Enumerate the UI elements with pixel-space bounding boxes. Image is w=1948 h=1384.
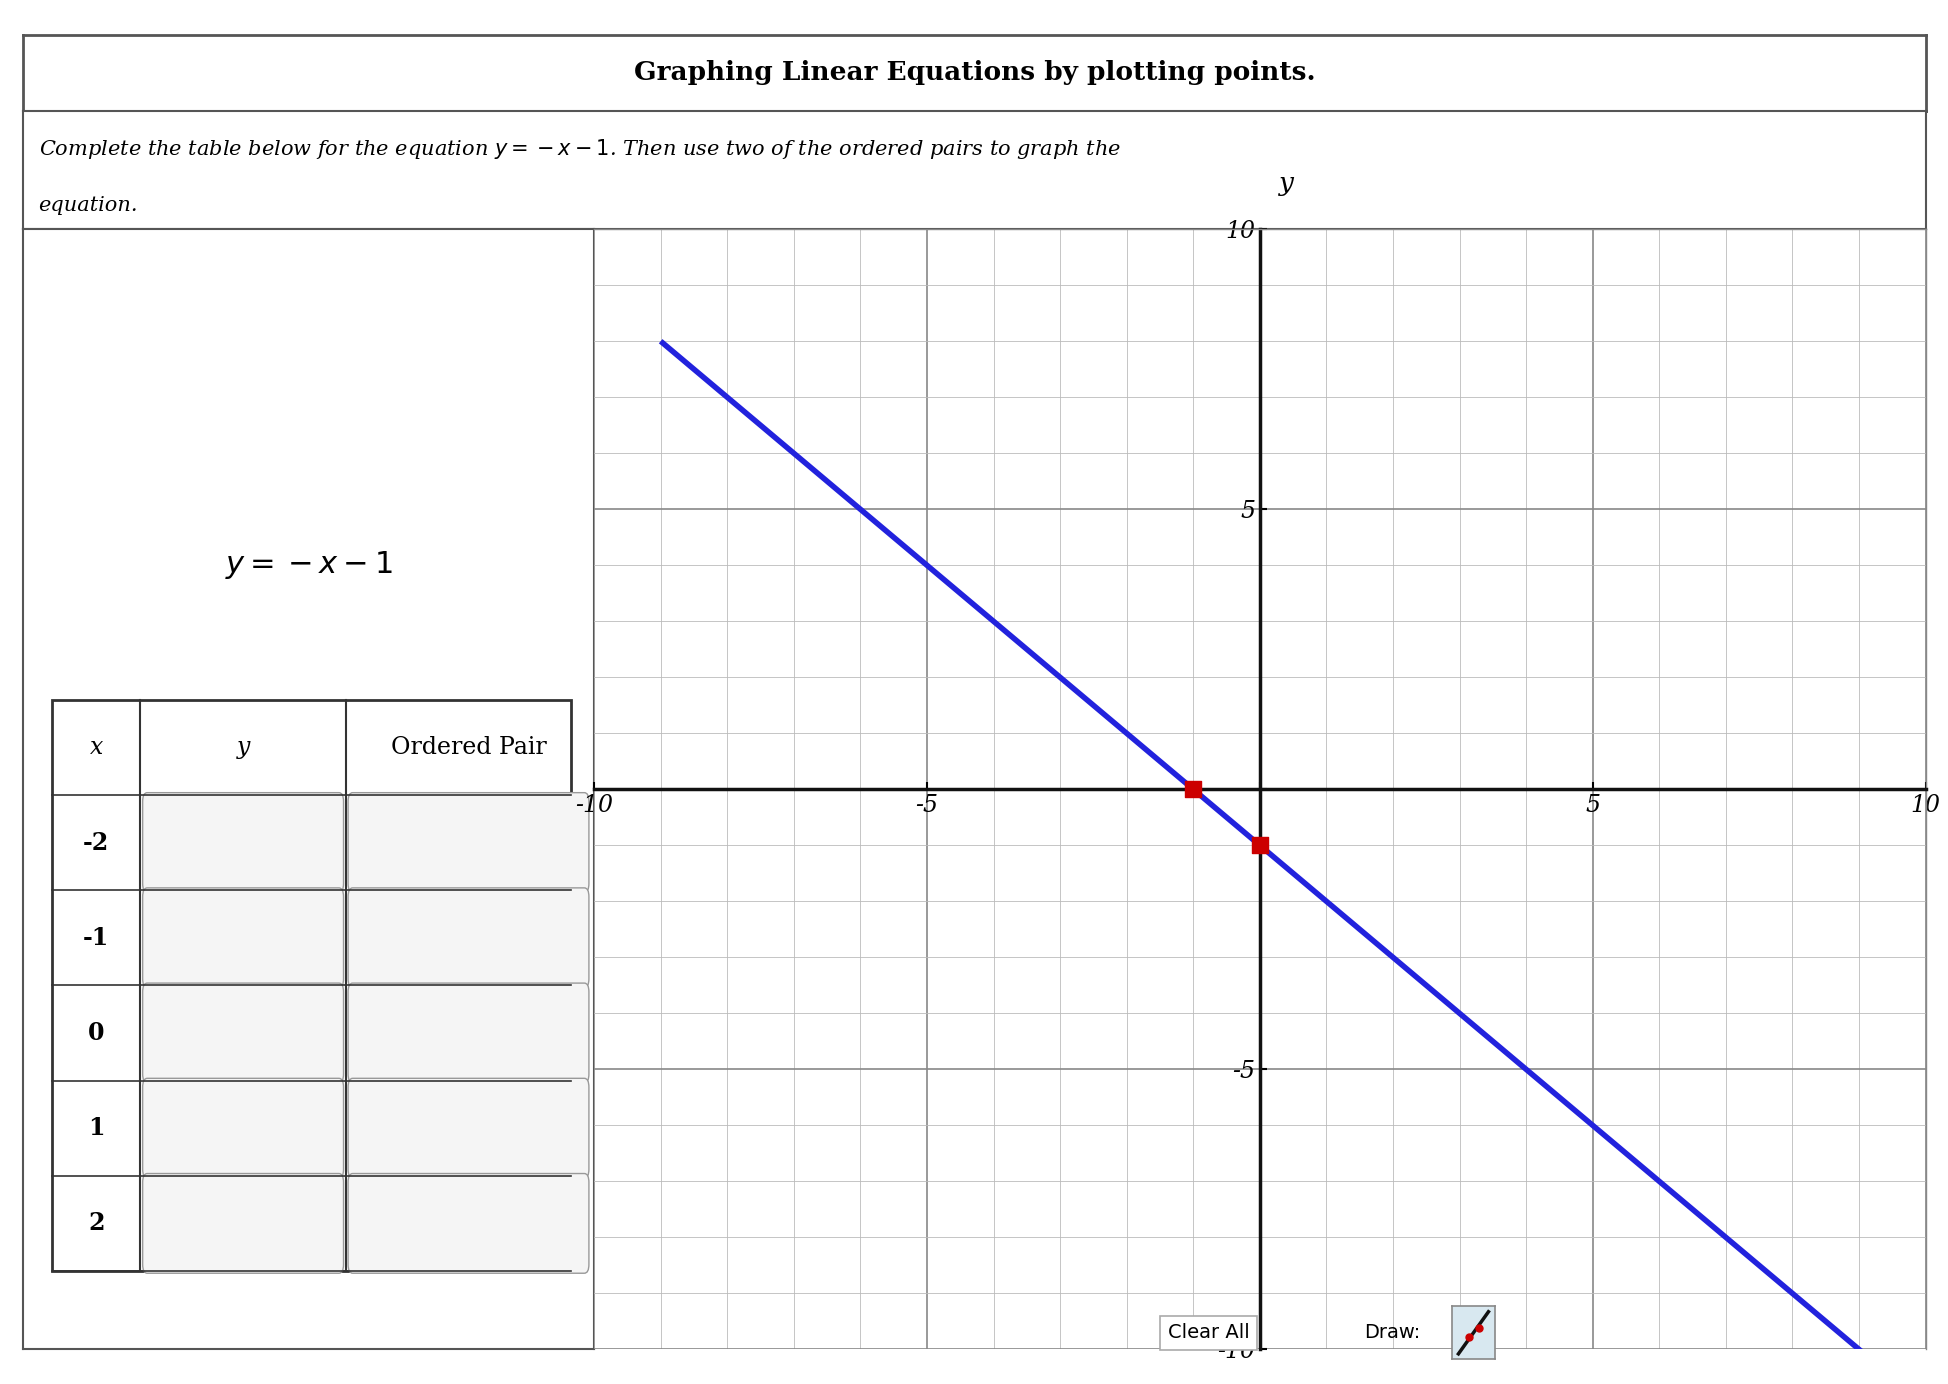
Point <box>1453 1326 1484 1348</box>
Text: y: y <box>236 736 249 758</box>
Text: x: x <box>90 736 103 758</box>
Text: 2: 2 <box>88 1211 105 1236</box>
Point <box>1177 778 1208 800</box>
Point <box>1463 1316 1494 1338</box>
FancyBboxPatch shape <box>349 793 588 893</box>
Text: 1: 1 <box>88 1116 105 1140</box>
FancyBboxPatch shape <box>142 1078 343 1178</box>
Text: Clear All: Clear All <box>1167 1323 1249 1342</box>
Text: 0: 0 <box>88 1021 105 1045</box>
Text: -2: -2 <box>84 830 109 854</box>
FancyBboxPatch shape <box>349 1078 588 1178</box>
Text: y: y <box>1278 170 1293 195</box>
FancyBboxPatch shape <box>349 889 588 988</box>
Text: Complete the table below for the equation $y = -x - 1$. Then use two of the orde: Complete the table below for the equatio… <box>39 137 1120 161</box>
Point <box>1243 835 1274 857</box>
Text: Draw:: Draw: <box>1364 1323 1420 1342</box>
FancyBboxPatch shape <box>142 1174 343 1273</box>
Text: -1: -1 <box>84 926 109 949</box>
Text: $y = -x - 1$: $y = -x - 1$ <box>224 549 392 581</box>
FancyBboxPatch shape <box>142 983 343 1082</box>
FancyBboxPatch shape <box>142 889 343 988</box>
Text: Graphing Linear Equations by plotting points.: Graphing Linear Equations by plotting po… <box>633 61 1315 86</box>
FancyBboxPatch shape <box>349 1174 588 1273</box>
FancyBboxPatch shape <box>142 793 343 893</box>
Text: Ordered Pair: Ordered Pair <box>390 736 545 758</box>
FancyBboxPatch shape <box>349 983 588 1082</box>
Text: equation.: equation. <box>39 197 138 215</box>
